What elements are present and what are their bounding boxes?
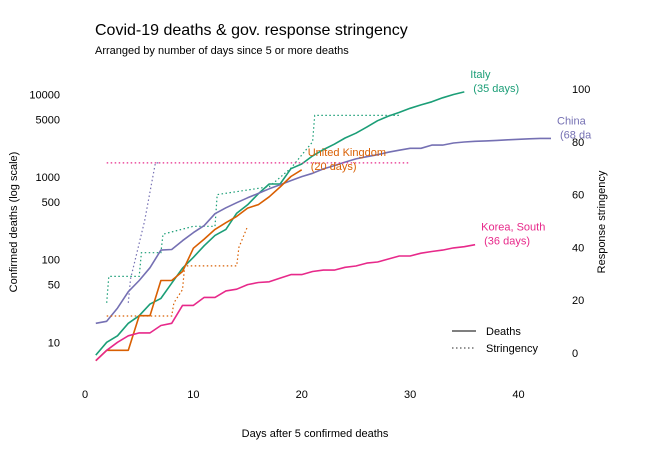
x-tick-label: 20 — [296, 389, 308, 401]
y-tick-label: 100 — [42, 255, 60, 267]
y-tick-label: 1000 — [36, 172, 60, 184]
y2-tick-label: 100 — [572, 84, 590, 96]
x-tick-label: 10 — [187, 389, 199, 401]
series-label-line: (36 days) — [484, 236, 530, 248]
country-labels: Italy (35 days) China (68 da United Kingdom (… — [308, 69, 592, 248]
series-label-line: (20 days) — [311, 161, 357, 173]
y-tick-label: 10000 — [29, 90, 60, 102]
stringency-line-china — [127, 162, 161, 303]
y2-tick-label: 20 — [572, 295, 584, 307]
series-label-korea-south: Korea, South (36 days) — [481, 222, 545, 248]
deaths-line-united-kingdom — [95, 169, 303, 362]
x-tick-label: 0 — [82, 389, 88, 401]
series-label-line: Italy — [470, 69, 491, 81]
x-tick-label: 40 — [512, 389, 524, 401]
series-label-line: China — [557, 115, 587, 127]
series-label-italy: Italy (35 days) — [470, 69, 519, 95]
series-label-line: Korea, South — [481, 222, 545, 234]
x-tick-label: 30 — [404, 389, 416, 401]
deaths-line-china — [95, 137, 551, 325]
legend-deaths-label: Deaths — [486, 326, 521, 338]
y2-tick-label: 60 — [572, 190, 584, 202]
x-axis-title: Days after 5 confirmed deaths — [242, 428, 389, 440]
y-tick-label: 10 — [48, 337, 60, 349]
y2-tick-label: 0 — [572, 348, 578, 360]
y-tick-label: 5000 — [36, 114, 60, 126]
y2-axis-ticks: 0 20 40 60 80 100 — [572, 84, 590, 360]
chart-title: Covid-19 deaths & gov. response stringen… — [95, 22, 408, 39]
series-layer — [95, 91, 551, 362]
series-label-line: United Kingdom — [308, 147, 386, 159]
y2-axis-title: Response stringency — [596, 170, 608, 273]
y-tick-label: 50 — [48, 280, 60, 292]
series-label-united-kingdom: United Kingdom (20 days) — [308, 147, 386, 173]
series-label-line: (68 da — [560, 129, 592, 141]
y2-tick-label: 80 — [572, 137, 584, 149]
x-axis-ticks: 0 10 20 30 40 — [82, 389, 525, 401]
series-label-line: (35 days) — [473, 83, 519, 95]
stringency-line-italy — [106, 114, 400, 303]
y-axis-ticks: 10 50 100 500 1000 5000 10000 — [29, 90, 60, 350]
y2-tick-label: 40 — [572, 242, 584, 254]
y-axis-title: Confirmed deaths (log scale) — [8, 152, 20, 293]
legend-stringency-label: Stringency — [486, 343, 538, 355]
y-tick-label: 500 — [42, 197, 60, 209]
deaths-line-korea-south — [95, 243, 476, 362]
series-label-china: China (68 da — [557, 115, 592, 141]
chart-subtitle: Arranged by number of days since 5 or mo… — [95, 45, 349, 57]
legend: Deaths Stringency — [452, 326, 538, 355]
